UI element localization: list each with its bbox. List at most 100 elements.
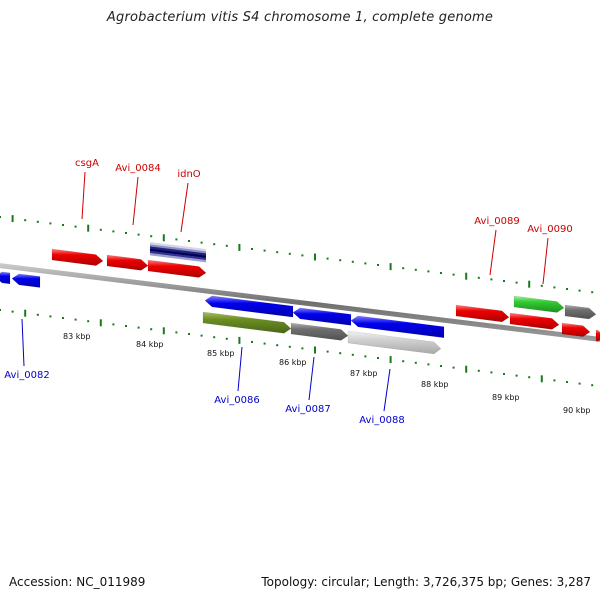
forward-label-leader	[81, 171, 86, 220]
gene-Avi_0090	[513, 295, 565, 313]
reverse-gene-label: Avi_0086	[214, 395, 259, 406]
forward-tick	[62, 224, 64, 227]
forward-tick	[377, 264, 379, 267]
forward-label-leader	[542, 237, 549, 285]
scale-label: 90 kbp	[563, 406, 591, 415]
reverse-tick	[440, 365, 442, 368]
reverse-tick	[225, 337, 228, 340]
forward-tick	[364, 262, 367, 265]
reverse-tick	[339, 352, 342, 355]
forward-tick	[477, 276, 480, 279]
reverse-tick	[251, 341, 253, 344]
forward-tick	[99, 228, 102, 231]
scale-label: 88 kbp	[421, 380, 449, 389]
reverse-gene-label: Avi_0082	[4, 370, 49, 381]
reverse-tick	[11, 310, 14, 313]
scale-label: 86 kbp	[279, 358, 307, 367]
scale-label: 87 kbp	[350, 369, 378, 378]
forward-tick	[200, 241, 203, 244]
forward-tick	[490, 278, 493, 281]
forward-tick	[74, 225, 77, 228]
forward-tick	[125, 232, 127, 235]
forward-tick	[276, 251, 279, 254]
map-title: Agrobacterium vitis S4 chromosome 1, com…	[106, 10, 494, 25]
chromosome-backbone	[0, 263, 600, 342]
reverse-gene-label: Avi_0087	[285, 404, 330, 415]
forward-tick	[150, 235, 153, 238]
reverse-tick	[465, 365, 468, 373]
forward-gene-label: Avi_0090	[527, 224, 572, 235]
reverse-tick	[125, 325, 127, 328]
reverse-tick	[503, 373, 505, 376]
gene-Avi_0091	[509, 312, 560, 330]
gene-Avi_0093	[595, 329, 600, 342]
accession-text: Accession: NC_011989	[9, 575, 146, 589]
reverse-tick	[99, 319, 102, 327]
reverse-tick	[36, 313, 39, 316]
reverse-tick	[62, 317, 64, 320]
forward-tick	[263, 249, 266, 252]
reverse-tick	[364, 355, 367, 358]
forward-tick	[238, 243, 241, 251]
reverse-label-leader	[21, 318, 25, 367]
forward-gene-label: Avi_0084	[115, 163, 160, 174]
forward-tick	[528, 280, 531, 288]
gene-Avi_0089	[455, 304, 510, 323]
forward-tick	[0, 216, 1, 218]
reverse-tick	[24, 309, 27, 317]
forward-tick	[326, 257, 329, 260]
reverse-tick	[326, 350, 329, 353]
forward-tick-track	[0, 215, 594, 294]
reverse-tick	[137, 326, 140, 329]
forward-gene-label: Avi_0089	[474, 216, 519, 227]
forward-tick	[188, 240, 190, 243]
forward-tick	[389, 263, 392, 271]
gene-Avi_0087a	[292, 307, 352, 326]
forward-tick	[351, 260, 354, 263]
forward-tick	[440, 272, 442, 275]
gene-csgA	[51, 248, 104, 266]
reverse-tick	[566, 381, 568, 384]
gene-features	[0, 242, 600, 355]
gene-Avi_0081	[0, 271, 11, 285]
forward-tick	[465, 272, 468, 280]
forward-tick	[162, 234, 165, 242]
reverse-tick	[515, 374, 518, 377]
forward-tick	[87, 224, 90, 232]
forward-tick	[251, 248, 253, 251]
forward-tick	[36, 220, 39, 223]
reverse-tick	[389, 356, 392, 364]
gene-Avi_0082	[11, 273, 41, 288]
reverse-tick	[276, 344, 279, 347]
reverse-tick	[553, 379, 556, 382]
reverse-tick	[188, 333, 190, 336]
forward-tick	[137, 233, 140, 236]
scale-labels: 83 kbp 84 kbp 85 kbp 86 kbp 87 kbp 88 kbp 89 k…	[63, 332, 591, 415]
gene-idnO	[150, 242, 206, 263]
forward-tick	[402, 267, 405, 270]
gene-Avi_0085	[147, 259, 207, 278]
reverse-tick	[402, 360, 405, 363]
reverse-tick	[288, 345, 291, 348]
reverse-tick	[200, 334, 203, 337]
reverse-tick	[540, 375, 543, 383]
forward-gene-label: idnO	[177, 169, 200, 180]
forward-tick	[339, 259, 342, 262]
reverse-tick	[238, 336, 241, 344]
reverse-tick	[528, 376, 531, 379]
gene-Avi_0086a	[204, 295, 294, 318]
reverse-tick	[150, 328, 153, 331]
reverse-tick	[578, 382, 581, 385]
reverse-tick	[0, 309, 1, 311]
forward-tick	[515, 281, 518, 284]
scale-label: 84 kbp	[136, 340, 164, 349]
forward-tick	[301, 254, 304, 257]
forward-tick	[540, 284, 543, 287]
reverse-tick	[162, 327, 165, 335]
reverse-tick	[112, 323, 115, 326]
reverse-tick	[427, 363, 430, 366]
reverse-tick	[74, 318, 77, 321]
forward-tick	[24, 219, 27, 222]
reverse-tick	[452, 366, 455, 369]
